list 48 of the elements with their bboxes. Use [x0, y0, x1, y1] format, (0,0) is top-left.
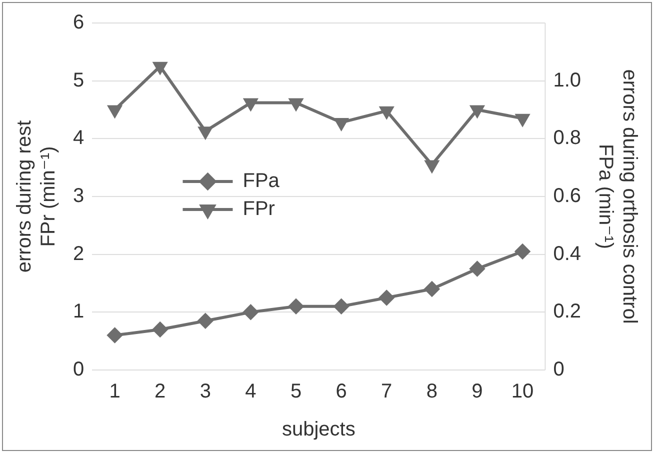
point: [470, 261, 485, 276]
y-tick-label: 4: [73, 127, 84, 150]
x-axis-title: subjects: [282, 418, 356, 441]
x-tick-label: 3: [200, 380, 211, 403]
point: [380, 106, 394, 118]
x-tick-label: 9: [472, 380, 483, 403]
point: [289, 98, 303, 110]
legend-label: FPr: [242, 198, 276, 220]
point: [516, 114, 530, 126]
point: [379, 290, 394, 306]
y-tick-label: 1: [73, 300, 84, 323]
x-tick-label: 5: [290, 380, 302, 403]
point: [244, 98, 258, 110]
point: [334, 118, 348, 130]
y-axis-title: errors during rest FPr (min⁻¹): [14, 120, 60, 273]
point: [515, 244, 530, 259]
point: [288, 298, 304, 314]
point: [198, 126, 212, 139]
point: [424, 282, 440, 297]
point: [153, 62, 167, 74]
point: [425, 160, 439, 172]
x-tick-label: 1: [109, 380, 120, 403]
x-tick-label: 10: [511, 380, 534, 403]
point: [243, 304, 258, 320]
point: [334, 298, 349, 314]
x-tick-label: 8: [426, 380, 438, 403]
y2-tick-label: 0: [553, 358, 564, 381]
point: [107, 328, 122, 343]
x-tick-label: 4: [245, 380, 256, 403]
point: [198, 313, 213, 328]
y-tick-label: 5: [73, 69, 84, 92]
legend-label: FPa: [242, 170, 280, 192]
y2-tick-label: 1.0: [553, 69, 582, 92]
y2-tick-label: 0.2: [553, 300, 582, 323]
y2-axis-title: errors during orthosis control FPa (min⁻¹): [594, 69, 640, 324]
y-tick-label: 6: [73, 12, 84, 34]
y-tick-label: 3: [73, 185, 84, 208]
point: [108, 105, 122, 118]
y2-tick-label: 0.4: [553, 242, 582, 265]
x-tick-label: 2: [154, 380, 166, 403]
point: [470, 105, 484, 118]
y2-tick-label: 0.8: [553, 127, 582, 150]
y2-tick-label: 0.6: [553, 185, 582, 208]
x-tick-label: 6: [336, 380, 347, 403]
point: [152, 322, 168, 338]
x-tick-label: 7: [381, 380, 392, 403]
y-tick-label: 0: [73, 358, 84, 381]
y-tick-label: 2: [73, 242, 84, 265]
